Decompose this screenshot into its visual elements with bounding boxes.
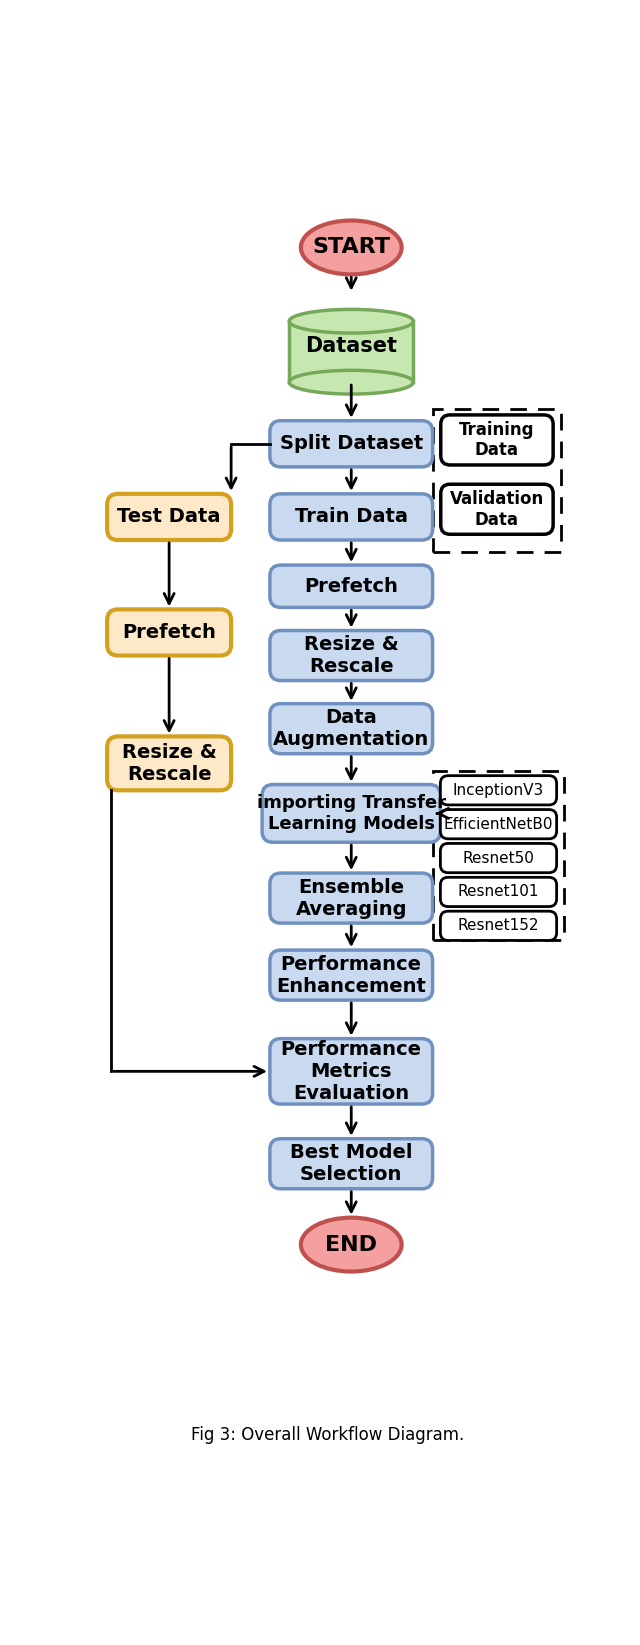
Text: Fig 3: Overall Workflow Diagram.: Fig 3: Overall Workflow Diagram. (191, 1426, 465, 1444)
FancyBboxPatch shape (270, 421, 433, 467)
Text: Resnet152: Resnet152 (458, 918, 540, 933)
Text: Performance
Metrics
Evaluation: Performance Metrics Evaluation (281, 1040, 422, 1102)
Text: Resize &
Rescale: Resize & Rescale (304, 635, 399, 676)
FancyBboxPatch shape (440, 911, 557, 941)
FancyBboxPatch shape (107, 737, 231, 790)
Text: EfficientNetB0: EfficientNetB0 (444, 816, 553, 832)
Ellipse shape (301, 220, 402, 275)
FancyBboxPatch shape (441, 415, 553, 466)
Text: START: START (312, 237, 390, 258)
FancyBboxPatch shape (107, 609, 231, 656)
Text: Dataset: Dataset (305, 336, 397, 355)
FancyBboxPatch shape (270, 1038, 433, 1104)
Text: Resize &
Rescale: Resize & Rescale (122, 744, 216, 785)
FancyBboxPatch shape (270, 951, 433, 1000)
Text: InceptionV3: InceptionV3 (453, 783, 544, 798)
Text: Validation
Data: Validation Data (450, 490, 544, 528)
FancyBboxPatch shape (107, 494, 231, 540)
Ellipse shape (289, 309, 413, 332)
Text: Train Data: Train Data (295, 507, 408, 526)
FancyBboxPatch shape (440, 776, 557, 804)
FancyBboxPatch shape (440, 809, 557, 839)
Text: Prefetch: Prefetch (122, 623, 216, 642)
FancyBboxPatch shape (270, 630, 433, 681)
Text: Prefetch: Prefetch (304, 577, 398, 595)
Text: Ensemble
Averaging: Ensemble Averaging (296, 877, 407, 918)
Text: Training
Data: Training Data (460, 421, 534, 459)
Text: END: END (325, 1235, 377, 1255)
FancyBboxPatch shape (289, 321, 413, 382)
Text: Best Model
Selection: Best Model Selection (290, 1143, 413, 1184)
FancyBboxPatch shape (270, 704, 433, 753)
Text: Resnet50: Resnet50 (463, 850, 534, 865)
Text: Resnet101: Resnet101 (458, 885, 540, 900)
FancyBboxPatch shape (270, 873, 433, 923)
FancyBboxPatch shape (270, 1138, 433, 1189)
FancyBboxPatch shape (441, 484, 553, 535)
Text: Performance
Enhancement: Performance Enhancement (276, 954, 426, 995)
Text: Split Dataset: Split Dataset (280, 434, 423, 454)
Text: Test Data: Test Data (117, 507, 221, 526)
Ellipse shape (289, 370, 413, 395)
FancyBboxPatch shape (262, 785, 440, 842)
Text: Data
Augmentation: Data Augmentation (273, 709, 429, 748)
FancyBboxPatch shape (270, 494, 433, 540)
Ellipse shape (301, 1217, 402, 1272)
FancyBboxPatch shape (440, 844, 557, 873)
FancyBboxPatch shape (270, 566, 433, 607)
FancyBboxPatch shape (440, 877, 557, 906)
Text: importing Transfer
Learning Models: importing Transfer Learning Models (257, 795, 445, 832)
